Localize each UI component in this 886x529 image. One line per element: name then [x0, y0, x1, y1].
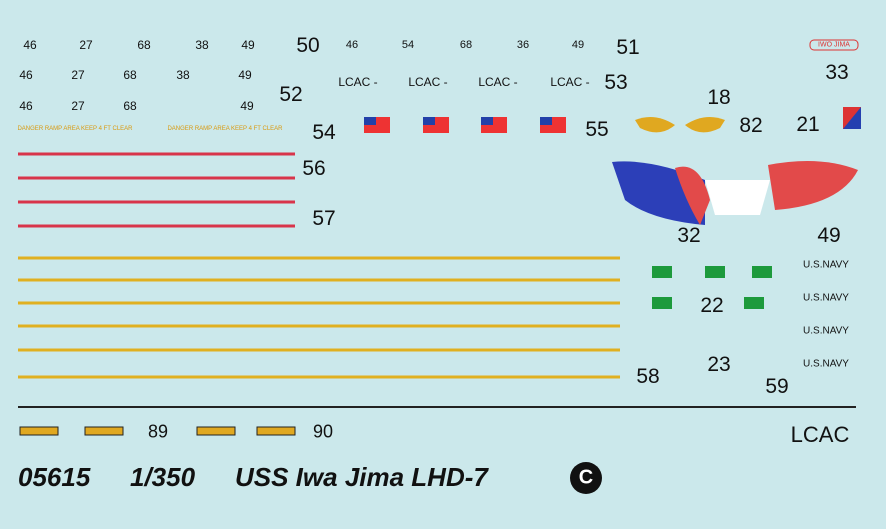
hull-number: 38	[195, 38, 209, 52]
hull-number: 49	[240, 99, 254, 113]
hull-number: 27	[71, 68, 85, 82]
item-number: 59	[765, 375, 789, 398]
hull-number: 27	[71, 99, 85, 113]
item-number: 49	[817, 224, 841, 247]
item-number: 54	[312, 121, 336, 144]
name-plate	[809, 39, 859, 51]
hull-number: 46	[23, 38, 37, 52]
navy-label: U.S.NAVY	[803, 325, 849, 337]
sawtooth-decals	[19, 426, 296, 436]
lcac-number: 46	[345, 39, 359, 51]
item-number: 52	[279, 83, 303, 106]
hull-number: 46	[19, 68, 33, 82]
item-number: 56	[302, 157, 326, 180]
wings	[635, 116, 725, 133]
hull-number: 49	[241, 38, 255, 52]
title: USS Iwa Jima LHD-7	[235, 462, 488, 492]
hull-number: 46	[19, 99, 33, 113]
hull-number: 27	[79, 38, 93, 52]
item-number: 23	[707, 353, 731, 376]
item-number: 50	[296, 34, 320, 57]
lcac-title: LCAC	[790, 422, 850, 447]
item-number: 53	[604, 71, 628, 94]
lcac-label: LCAC -	[408, 75, 448, 89]
hull-number: 68	[123, 68, 137, 82]
lcac-label: LCAC -	[478, 75, 518, 89]
item-number: 32	[677, 224, 701, 247]
red-stripes	[18, 152, 295, 228]
lcac-number: 68	[459, 39, 473, 51]
item-number: 21	[796, 113, 820, 136]
copyright-mark: C	[578, 466, 594, 489]
navy-label: U.S.NAVY	[803, 292, 849, 304]
item-number: 22	[700, 294, 724, 317]
item-number: 18	[707, 86, 731, 109]
item-number: 89	[147, 421, 169, 442]
danger-text: DANGER RAMP AREA KEEP 4 FT CLEAR	[167, 126, 283, 132]
item-number: 55	[585, 118, 609, 141]
hull-number: 38	[176, 68, 190, 82]
hull-number: 49	[238, 68, 252, 82]
flag-wings	[612, 161, 858, 225]
navy-label: U.S.NAVY	[803, 259, 849, 271]
hull-number: 68	[137, 38, 151, 52]
item-number: 33	[825, 61, 849, 84]
lcac-number: 54	[401, 39, 415, 51]
lcac-label: LCAC -	[550, 75, 590, 89]
item-number: 58	[636, 365, 660, 388]
copyright-circle	[570, 462, 602, 494]
lcac-label: LCAC -	[338, 75, 378, 89]
item-number: 51	[616, 36, 640, 59]
lcac-number: 36	[516, 39, 530, 51]
catalog: 05615	[18, 462, 91, 492]
scale: 1/350	[130, 462, 196, 492]
flags	[364, 117, 566, 133]
lcac-number: 49	[571, 39, 585, 51]
item-number: 57	[312, 207, 336, 230]
danger-text: DANGER RAMP AREA KEEP 4 FT CLEAR	[17, 126, 133, 132]
yellow-stripes	[18, 256, 620, 379]
hull-number: 68	[123, 99, 137, 113]
green-tags	[652, 266, 772, 309]
badge: IWO JIMA	[818, 41, 850, 49]
navy-label: U.S.NAVY	[803, 358, 849, 370]
item-number: 82	[739, 114, 763, 137]
item-number: 90	[312, 421, 334, 442]
square-badge-blue	[843, 107, 861, 129]
